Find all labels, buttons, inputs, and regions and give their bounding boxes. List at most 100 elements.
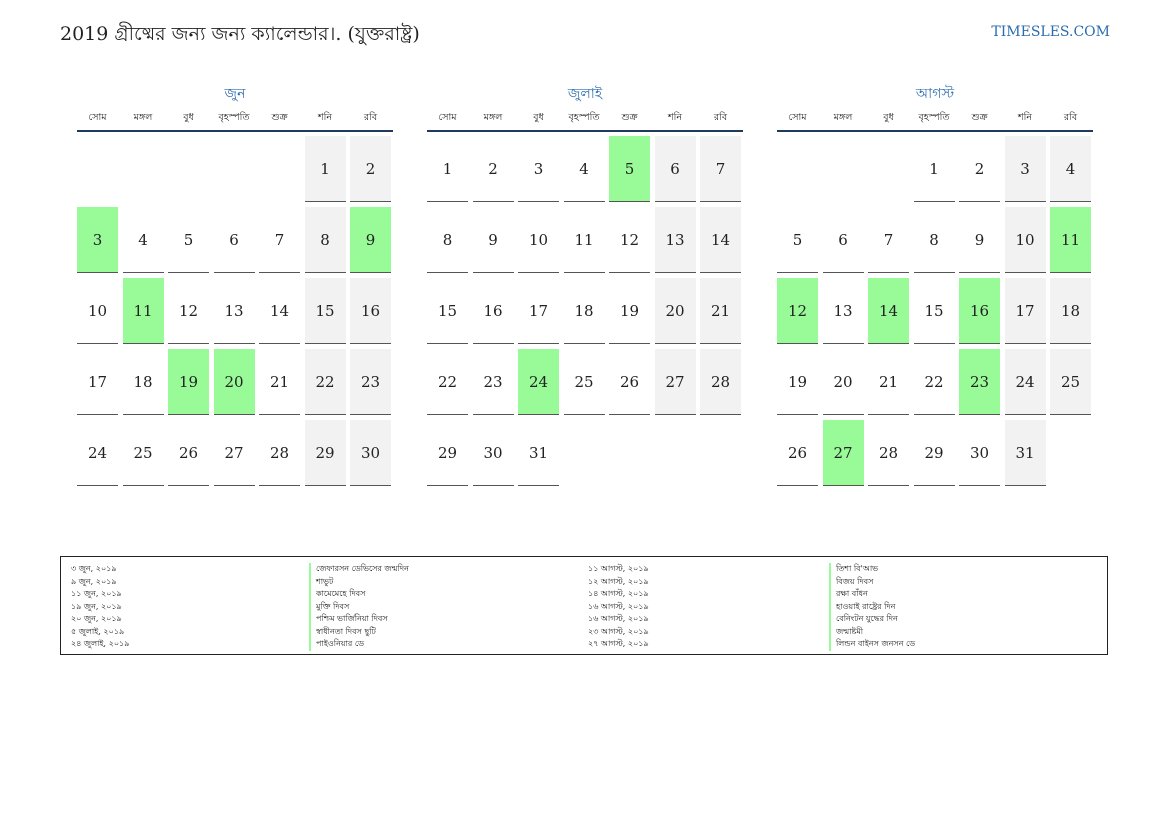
day-cell[interactable]: 15 <box>304 278 346 344</box>
day-cell[interactable]: 26 <box>168 420 209 486</box>
day-cell[interactable]: 30 <box>959 420 1000 486</box>
day-cell[interactable]: 11 <box>563 207 605 273</box>
day-cell[interactable]: 12 <box>609 207 650 273</box>
holiday-day-cell[interactable]: 19 <box>168 349 209 415</box>
day-cell[interactable]: 20 <box>822 349 864 415</box>
day-cell[interactable]: 10 <box>518 207 559 273</box>
holiday-day-cell[interactable]: 11 <box>122 278 164 344</box>
day-cell[interactable]: 28 <box>259 420 300 486</box>
day-cell[interactable]: 13 <box>654 207 696 273</box>
day-cell[interactable]: 23 <box>350 349 391 415</box>
day-cell[interactable]: 20 <box>654 278 696 344</box>
day-cell[interactable]: 18 <box>563 278 605 344</box>
day-cell[interactable]: 6 <box>654 136 696 202</box>
day-cell[interactable]: 4 <box>122 207 164 273</box>
day-cell[interactable]: 14 <box>700 207 741 273</box>
day-cell[interactable]: 21 <box>259 349 300 415</box>
day-cell[interactable]: 5 <box>777 207 818 273</box>
holiday-day-cell[interactable]: 24 <box>518 349 559 415</box>
day-cell[interactable]: 8 <box>304 207 346 273</box>
day-cell[interactable]: 1 <box>304 136 346 202</box>
site-link[interactable]: TIMESLES.COM <box>991 24 1110 40</box>
day-cell[interactable]: 28 <box>868 420 909 486</box>
weekday-label: শনি <box>667 111 682 123</box>
day-cell[interactable]: 27 <box>213 420 255 486</box>
day-cell[interactable]: 2 <box>472 136 514 202</box>
legend-holiday-name: মুক্তি দিবস <box>309 600 409 613</box>
day-cell[interactable]: 16 <box>350 278 391 344</box>
day-cell[interactable]: 3 <box>518 136 559 202</box>
day-cell[interactable]: 3 <box>1004 136 1046 202</box>
day-cell[interactable]: 9 <box>472 207 514 273</box>
day-cell[interactable]: 21 <box>868 349 909 415</box>
day-cell[interactable]: 31 <box>1004 420 1046 486</box>
legend-names-left: জেফারসন ডেভিসের জন্মদিন শাভুট কামেমেহে দিব… <box>309 563 409 651</box>
day-cell[interactable]: 18 <box>122 349 164 415</box>
holiday-day-cell[interactable]: 12 <box>777 278 818 344</box>
day-cell[interactable]: 30 <box>472 420 514 486</box>
day-cell[interactable]: 18 <box>1050 278 1091 344</box>
day-cell[interactable]: 25 <box>122 420 164 486</box>
day-cell[interactable]: 19 <box>777 349 818 415</box>
day-cell[interactable]: 29 <box>427 420 468 486</box>
holiday-day-cell[interactable]: 27 <box>822 420 864 486</box>
holiday-day-cell[interactable]: 16 <box>959 278 1000 344</box>
day-cell[interactable]: 13 <box>822 278 864 344</box>
day-cell[interactable]: 8 <box>427 207 468 273</box>
day-cell[interactable]: 13 <box>213 278 255 344</box>
day-cell[interactable]: 26 <box>609 349 650 415</box>
day-cell[interactable]: 15 <box>913 278 955 344</box>
day-cell[interactable]: 12 <box>168 278 209 344</box>
day-cell[interactable]: 30 <box>350 420 391 486</box>
day-cell[interactable]: 14 <box>259 278 300 344</box>
day-cell[interactable]: 1 <box>913 136 955 202</box>
day-cell[interactable]: 24 <box>77 420 118 486</box>
day-cell[interactable]: 2 <box>350 136 391 202</box>
day-cell[interactable]: 28 <box>700 349 741 415</box>
legend-holiday-name: জেফারসন ডেভিসের জন্মদিন <box>309 563 409 576</box>
day-cell[interactable]: 19 <box>609 278 650 344</box>
holiday-day-cell[interactable]: 9 <box>350 207 391 273</box>
day-cell[interactable]: 10 <box>1004 207 1046 273</box>
day-cell[interactable]: 17 <box>518 278 559 344</box>
legend-holiday-name: বিজয় দিবস <box>829 575 915 588</box>
weekday-label: বৃহস্পতি <box>568 111 600 123</box>
holiday-day-cell[interactable]: 23 <box>959 349 1000 415</box>
day-cell[interactable]: 31 <box>518 420 559 486</box>
day-cell[interactable]: 1 <box>427 136 468 202</box>
day-cell[interactable]: 26 <box>777 420 818 486</box>
day-cell[interactable]: 27 <box>654 349 696 415</box>
day-cell[interactable]: 17 <box>1004 278 1046 344</box>
day-cell[interactable]: 17 <box>77 349 118 415</box>
day-cell[interactable]: 22 <box>427 349 468 415</box>
day-cell[interactable]: 10 <box>77 278 118 344</box>
day-cell[interactable]: 21 <box>700 278 741 344</box>
day-cell[interactable]: 29 <box>304 420 346 486</box>
day-cell[interactable]: 25 <box>1050 349 1091 415</box>
weekday-header: সোম মঙ্গল বুধ বৃহস্পতি শুক্র শনি রবি <box>777 106 1093 132</box>
day-cell[interactable]: 23 <box>472 349 514 415</box>
day-cell[interactable]: 16 <box>472 278 514 344</box>
holiday-day-cell[interactable]: 3 <box>77 207 118 273</box>
day-cell[interactable]: 15 <box>427 278 468 344</box>
day-cell[interactable]: 5 <box>168 207 209 273</box>
day-cell[interactable]: 2 <box>959 136 1000 202</box>
holiday-day-cell[interactable]: 5 <box>609 136 650 202</box>
day-cell[interactable]: 7 <box>868 207 909 273</box>
day-cell[interactable]: 4 <box>563 136 605 202</box>
day-cell[interactable]: 29 <box>913 420 955 486</box>
day-cell[interactable]: 8 <box>913 207 955 273</box>
day-cell[interactable]: 9 <box>959 207 1000 273</box>
day-cell[interactable]: 7 <box>259 207 300 273</box>
day-cell[interactable]: 6 <box>822 207 864 273</box>
holiday-day-cell[interactable]: 20 <box>213 349 255 415</box>
day-cell[interactable]: 6 <box>213 207 255 273</box>
day-cell[interactable]: 25 <box>563 349 605 415</box>
day-cell[interactable]: 22 <box>913 349 955 415</box>
day-cell[interactable]: 4 <box>1050 136 1091 202</box>
day-cell[interactable]: 22 <box>304 349 346 415</box>
day-cell[interactable]: 7 <box>700 136 741 202</box>
day-cell[interactable]: 24 <box>1004 349 1046 415</box>
holiday-day-cell[interactable]: 11 <box>1050 207 1091 273</box>
holiday-day-cell[interactable]: 14 <box>868 278 909 344</box>
